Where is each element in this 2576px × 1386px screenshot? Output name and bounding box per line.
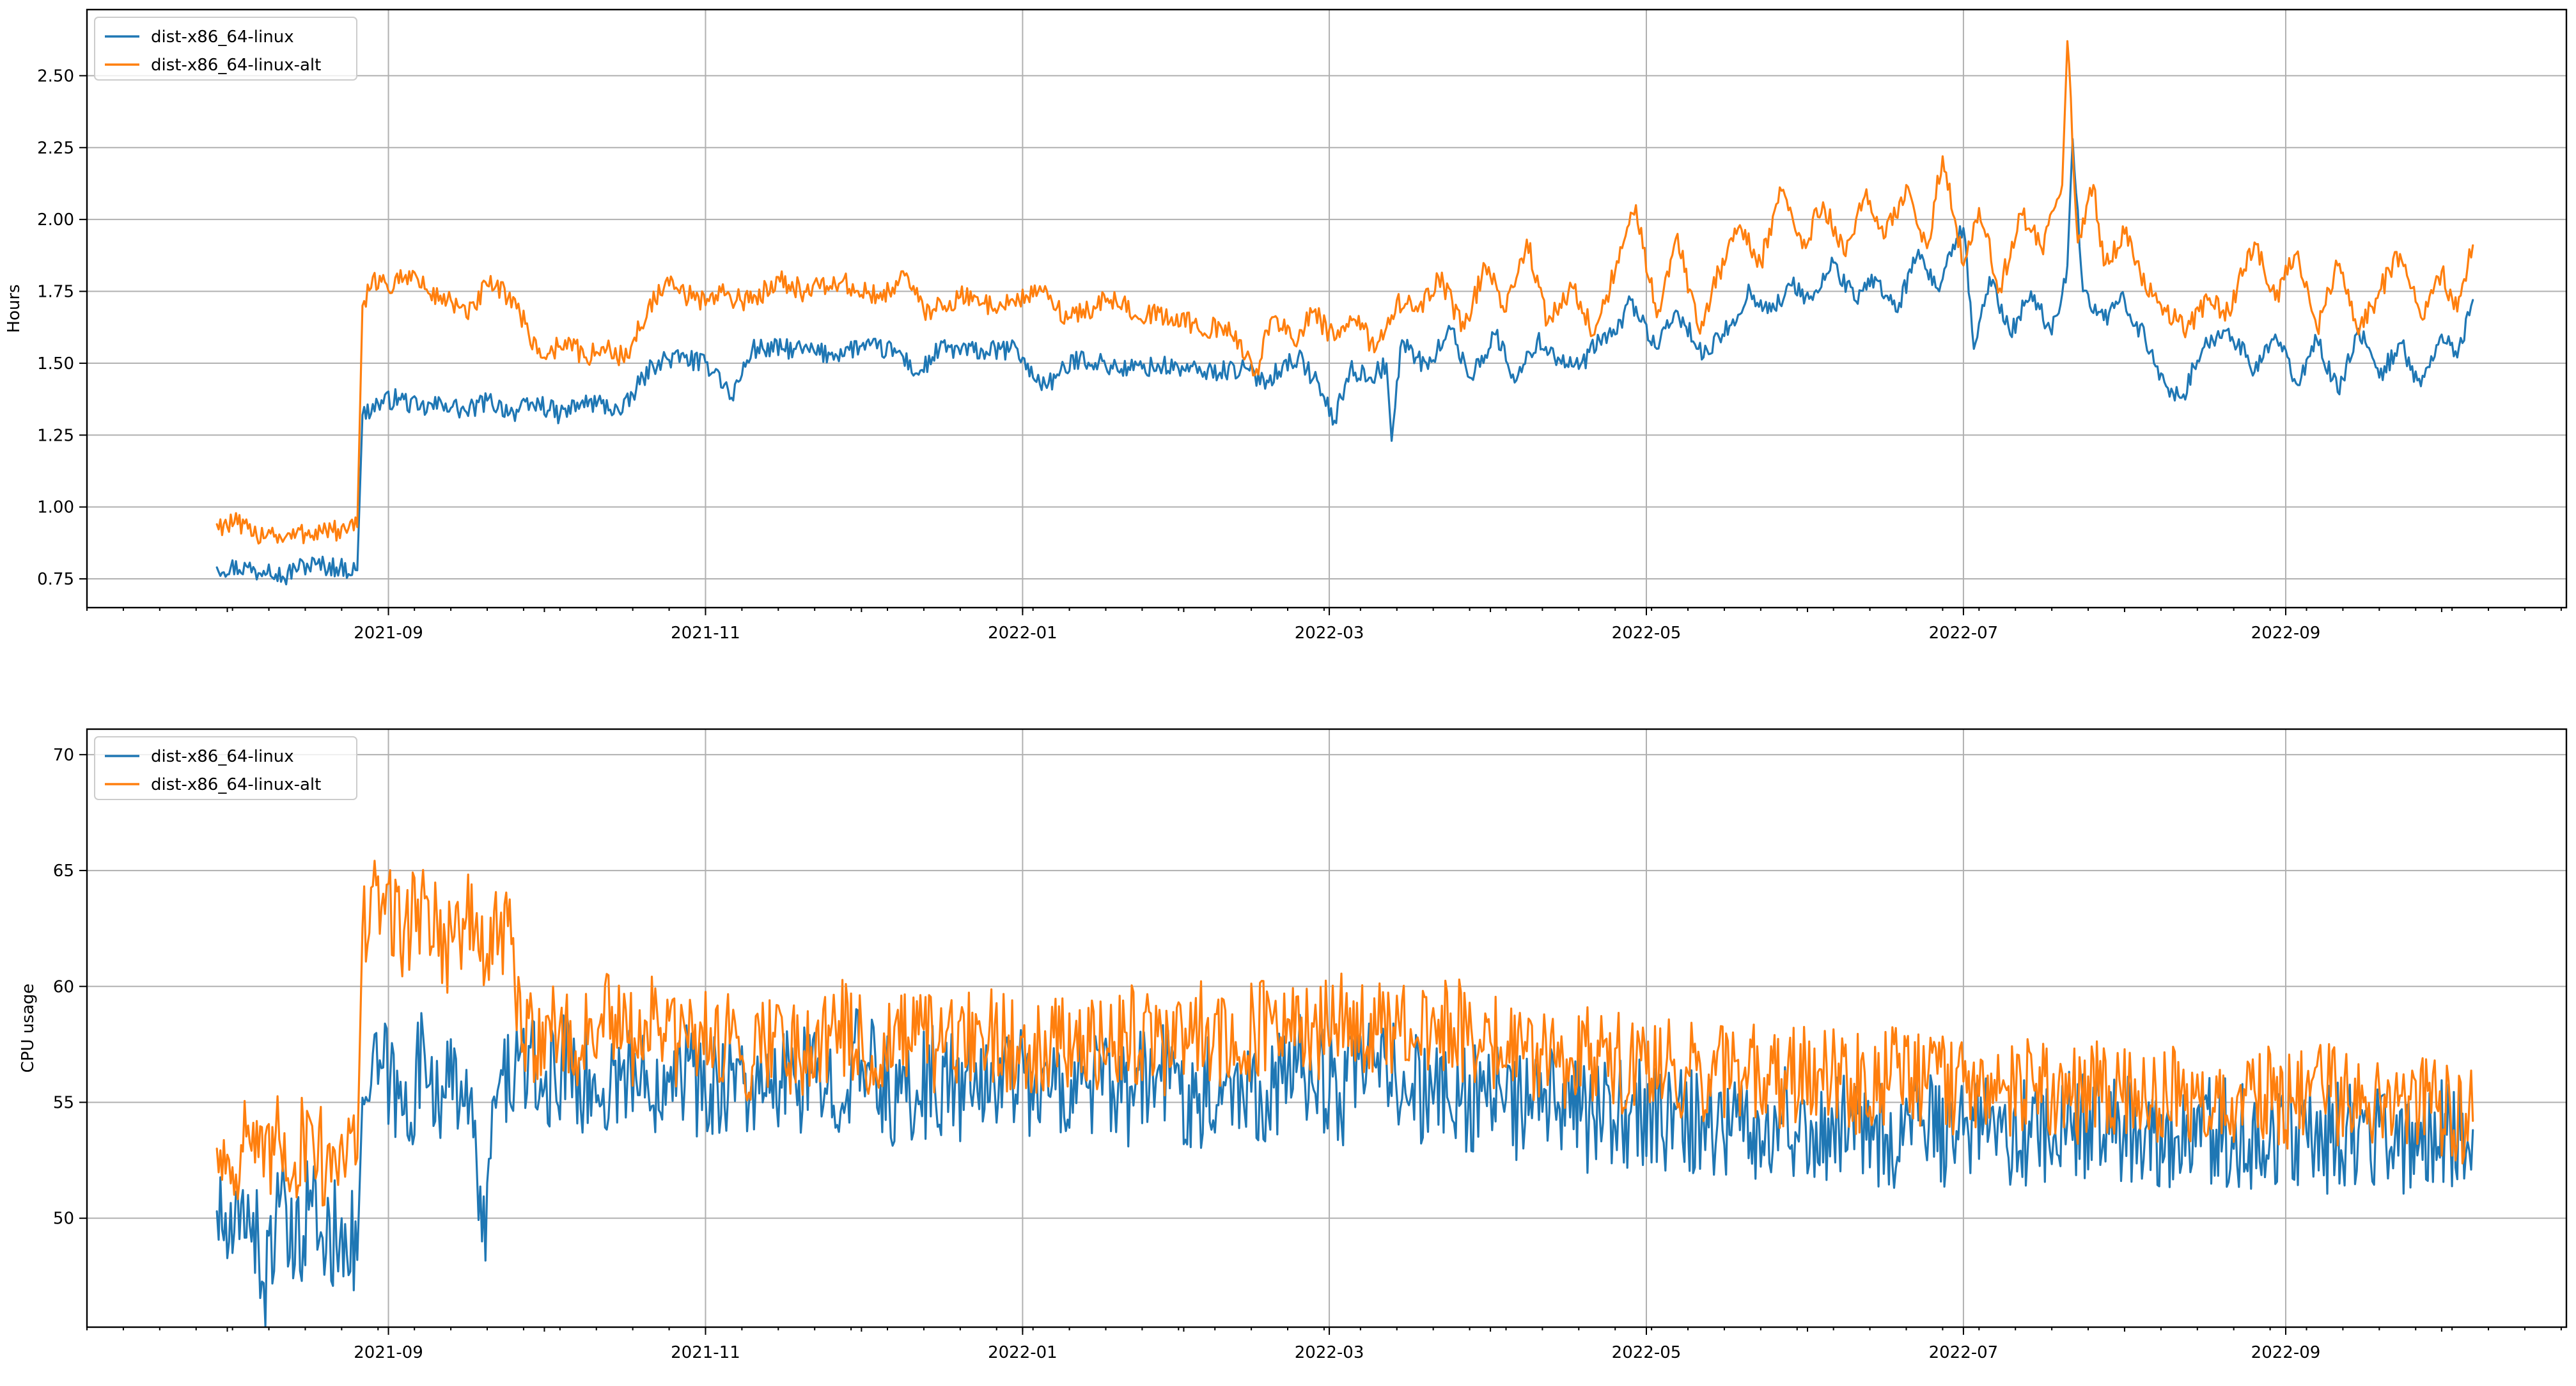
y-tick-label: 55 xyxy=(53,1093,74,1112)
x-tick-label: 2022-01 xyxy=(988,624,1058,643)
plot-area xyxy=(87,10,2566,608)
x-tick-label: 2022-07 xyxy=(1929,624,1999,643)
axes-frame xyxy=(86,728,2568,1328)
legend: dist-x86_64-linux dist-x86_64-linux-alt xyxy=(94,17,357,81)
legend-label: dist-x86_64-linux xyxy=(151,747,294,766)
x-tick-label: 2022-05 xyxy=(1612,1343,1682,1362)
legend-label: dist-x86_64-linux-alt xyxy=(151,775,321,794)
legend-box xyxy=(94,736,357,800)
x-tick-label: 2022-03 xyxy=(1295,624,1364,643)
x-tick-label: 2021-11 xyxy=(671,1343,740,1362)
y-tick-label: 0.75 xyxy=(37,570,74,589)
y-tick-label: 1.50 xyxy=(37,354,74,374)
y-tick-label: 70 xyxy=(53,746,74,765)
y-tick-label: 2.25 xyxy=(37,139,74,158)
x-tick-label: 2022-09 xyxy=(2251,1343,2321,1362)
axes-frame xyxy=(86,8,2568,609)
plot-area xyxy=(87,729,2566,1327)
x-tick-label: 2021-09 xyxy=(354,1343,423,1362)
chart-panel-1: 2021-09 2021-11 2022-01 2022-03 2022-05 2022-… xyxy=(4,8,2568,643)
legend-label: dist-x86_64-linux-alt xyxy=(151,56,321,75)
y-tick-label: 1.75 xyxy=(37,283,74,302)
chart-panel-2: 2021-09 2021-11 2022-01 2022-03 2022-05 2022-… xyxy=(19,728,2568,1362)
y-axis-label: CPU usage xyxy=(19,984,38,1073)
legend-box xyxy=(94,17,357,81)
x-tick-label: 2022-01 xyxy=(988,1343,1058,1362)
y-tick-label: 1.00 xyxy=(37,498,74,517)
series-line-linux-alt xyxy=(215,860,2474,1207)
legend-label: dist-x86_64-linux xyxy=(151,28,294,47)
x-tick-label: 2022-03 xyxy=(1295,1343,1364,1362)
y-tick-label: 1.25 xyxy=(37,426,74,445)
x-tick-label: 2021-09 xyxy=(354,624,423,643)
x-tick-label: 2021-11 xyxy=(671,624,740,643)
y-tick-label: 2.00 xyxy=(37,210,74,230)
x-tick-label: 2022-09 xyxy=(2251,624,2321,643)
x-tick-label: 2022-05 xyxy=(1612,624,1682,643)
y-tick-label: 2.50 xyxy=(37,67,74,86)
legend: dist-x86_64-linux dist-x86_64-linux-alt xyxy=(94,736,357,800)
y-tick-label: 65 xyxy=(53,862,74,881)
series-line-linux xyxy=(215,138,2474,586)
y-tick-label: 60 xyxy=(53,977,74,996)
y-tick-label: 50 xyxy=(53,1209,74,1229)
x-tick-label: 2022-07 xyxy=(1929,1343,1999,1362)
y-axis-label: Hours xyxy=(4,284,24,333)
series-line-linux-alt xyxy=(215,40,2474,545)
